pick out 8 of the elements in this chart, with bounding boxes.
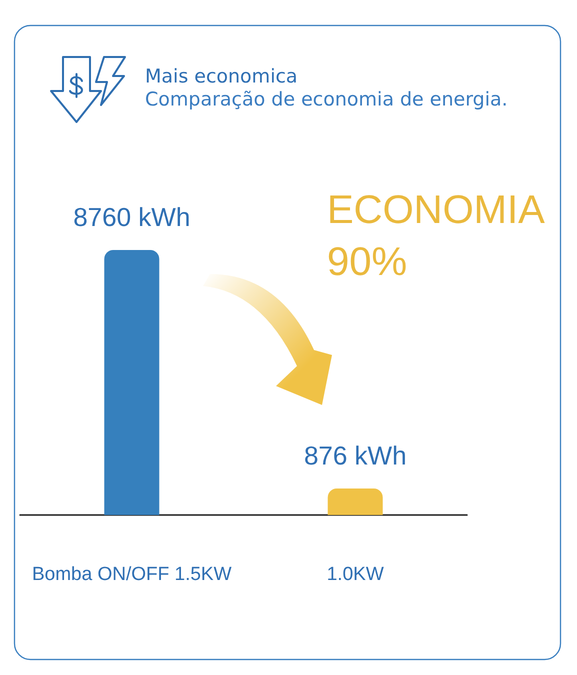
data-label: 8760 kWh [73,202,190,232]
annotation: 90% [327,240,408,284]
x-tick-label: 1.0KW [326,564,384,585]
x-tick-label: Bomba ON/OFF 1.5KW [32,564,232,585]
data-label: 876 kWh [304,440,407,470]
text: ECONOMIA [327,188,546,232]
chart-subtitle: Comparação de economia de energia. [145,88,508,110]
chart-title: Mais economica [145,66,298,88]
